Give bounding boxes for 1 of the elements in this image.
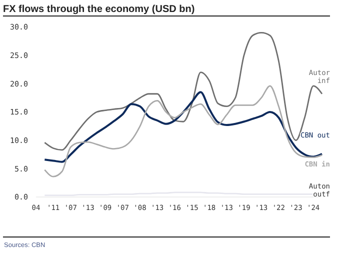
- chart-title: FX flows through the economy (USD bn): [3, 4, 195, 15]
